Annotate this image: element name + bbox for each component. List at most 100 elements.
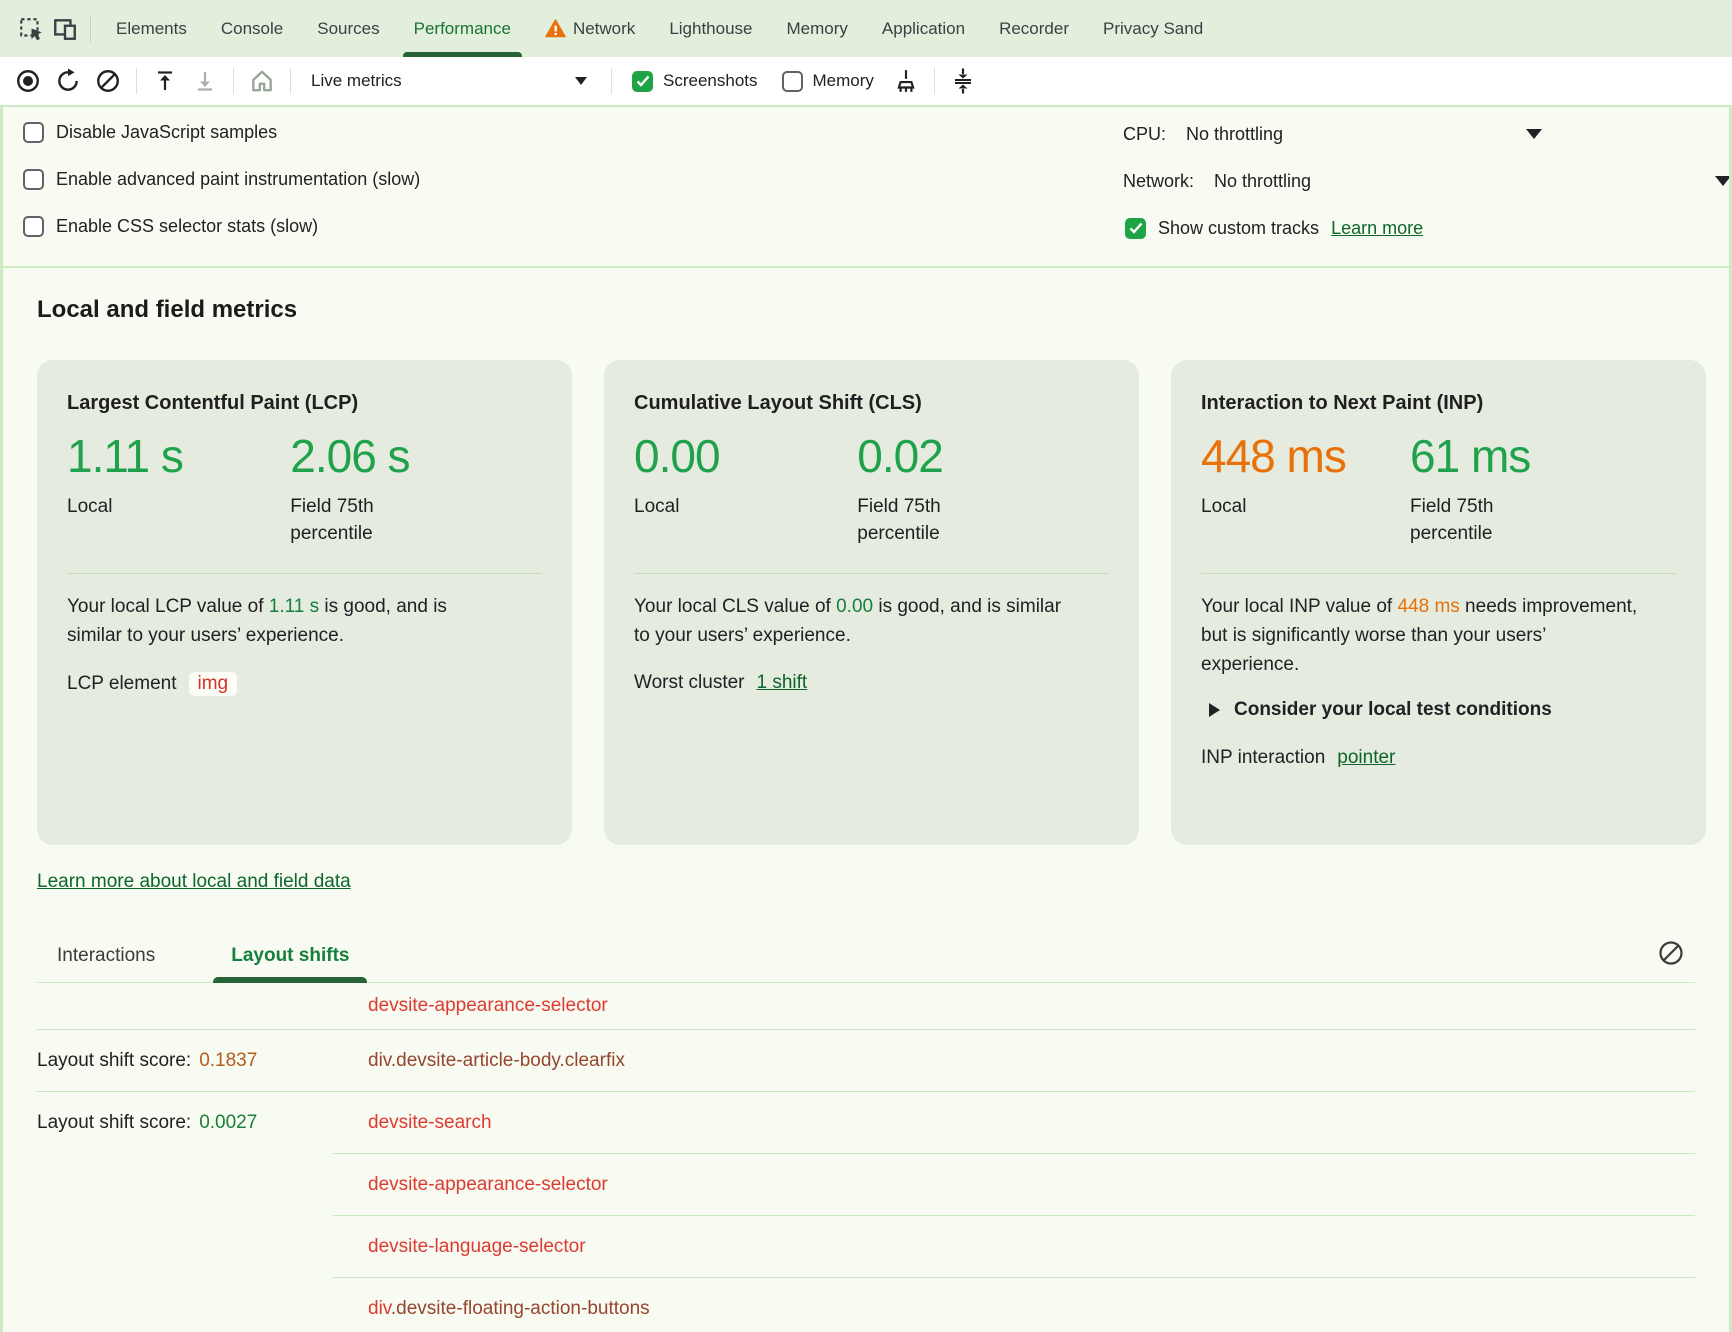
network-throttling-select[interactable]: Network: No throttling	[1123, 166, 1311, 196]
card-title: Largest Contentful Paint (LCP)	[67, 392, 359, 414]
lcp-element-chip[interactable]: img	[188, 672, 238, 696]
separator	[90, 15, 91, 42]
network-label: Network:	[1123, 170, 1195, 191]
cpu-throttling-select[interactable]: CPU: No throttling	[1123, 119, 1283, 149]
tab-performance[interactable]: Performance	[397, 0, 528, 57]
cpu-label: CPU:	[1123, 123, 1167, 144]
row-divider	[333, 1153, 1695, 1154]
tab-privacy-sandbox[interactable]: Privacy Sand	[1103, 18, 1204, 38]
inp-summary-value: 448 ms	[1397, 596, 1460, 617]
score-label: Layout shift score:	[37, 1049, 192, 1071]
screenshots-label: Screenshots	[663, 71, 758, 90]
reload-icon[interactable]	[50, 64, 86, 98]
download-icon[interactable]	[187, 64, 223, 98]
tab-recorder[interactable]: Recorder	[999, 18, 1069, 38]
score-label: Layout shift score:	[37, 1111, 192, 1133]
shift-element-link[interactable]: div.devsite-floating-action-buttons	[368, 1297, 650, 1319]
cls-summary-value: 0.00	[836, 596, 874, 617]
chevron-down-icon[interactable]	[1715, 176, 1729, 186]
tab-layout-shifts[interactable]: Layout shifts	[213, 937, 368, 983]
memory-label: Memory	[812, 71, 874, 90]
metric-cards: Largest Contentful Paint (LCP) 1.11 s Lo…	[37, 360, 1706, 845]
local-label: Local	[1201, 496, 1247, 517]
screenshots-checkbox[interactable]: Screenshots	[622, 70, 768, 92]
inp-interaction-link[interactable]: pointer	[1337, 747, 1396, 768]
tab-application[interactable]: Application	[881, 18, 966, 38]
disable-js-samples-checkbox[interactable]: Disable JavaScript samples	[23, 117, 1729, 147]
checkbox-unchecked-icon	[23, 215, 44, 237]
collapse-icon[interactable]	[945, 64, 981, 98]
local-test-conditions-label: Consider your local test conditions	[1234, 699, 1552, 720]
chevron-down-icon[interactable]	[1526, 129, 1542, 139]
shift-element-link[interactable]: div.devsite-article-body.clearfix	[368, 1049, 625, 1071]
checkbox-unchecked-icon	[23, 168, 44, 190]
show-custom-tracks-checkbox[interactable]: Show custom tracks Learn more	[1125, 213, 1423, 243]
learn-more-link[interactable]: Learn more	[1331, 217, 1424, 238]
separator	[611, 68, 612, 94]
local-test-conditions-disclosure[interactable]: Consider your local test conditions	[1201, 699, 1676, 721]
inp-summary: Your local INP value of 448 ms needs imp…	[1201, 596, 1638, 675]
separator	[290, 68, 291, 94]
block-icon[interactable]	[1657, 939, 1685, 967]
clear-icon[interactable]	[90, 64, 126, 98]
separator	[233, 68, 234, 94]
cpu-value: No throttling	[1186, 123, 1284, 144]
layout-shift-row: devsite-appearance-selector	[37, 1154, 1729, 1215]
tab-memory[interactable]: Memory	[786, 18, 848, 38]
log-tabbar: Interactions Layout shifts	[37, 937, 1695, 983]
shift-element-link[interactable]: devsite-search	[368, 1111, 492, 1133]
cls-summary: Your local CLS value of 0.00 is good, an…	[634, 596, 1062, 646]
worst-cluster-link[interactable]: 1 shift	[756, 672, 808, 693]
layout-shift-row: devsite-appearance-selector	[37, 983, 1729, 1029]
divider	[634, 573, 1109, 574]
advanced-paint-checkbox[interactable]: Enable advanced paint instrumentation (s…	[23, 164, 1729, 194]
tab-console[interactable]: Console	[220, 18, 284, 38]
disable-js-samples-label: Disable JavaScript samples	[56, 121, 278, 142]
memory-checkbox[interactable]: Memory	[772, 70, 884, 92]
tab-lighthouse[interactable]: Lighthouse	[669, 18, 753, 38]
shift-element-link[interactable]: devsite-appearance-selector	[368, 1173, 608, 1195]
field-label: Field 75th percentile	[857, 496, 941, 544]
tab-sources[interactable]: Sources	[317, 18, 380, 38]
metric-card-cls: Cumulative Layout Shift (CLS) 0.00 Local…	[604, 360, 1139, 845]
throttling-settings: CPU: No throttling Network: No throttlin…	[1123, 107, 1729, 266]
capture-settings-pane: Disable JavaScript samples Enable advanc…	[0, 105, 1732, 268]
advanced-paint-label: Enable advanced paint instrumentation (s…	[56, 168, 421, 189]
row-divider	[333, 1277, 1695, 1278]
triangle-right-icon	[1209, 703, 1220, 717]
css-selector-stats-checkbox[interactable]: Enable CSS selector stats (slow)	[23, 211, 1729, 241]
separator	[933, 68, 935, 94]
inp-local-value: 448 ms	[1201, 430, 1347, 482]
tab-interactions[interactable]: Interactions	[57, 945, 156, 966]
shift-element-link[interactable]: devsite-appearance-selector	[368, 995, 608, 1016]
metric-card-lcp: Largest Contentful Paint (LCP) 1.11 s Lo…	[37, 360, 572, 845]
history-select[interactable]: Live metrics	[301, 64, 601, 98]
tab-network[interactable]: Network	[528, 0, 652, 57]
checkbox-unchecked-icon	[23, 121, 44, 143]
css-selector-stats-label: Enable CSS selector stats (slow)	[56, 215, 319, 236]
cls-local-value: 0.00	[634, 430, 721, 482]
device-toolbar-icon[interactable]	[48, 12, 82, 46]
mop-icon[interactable]	[888, 64, 924, 98]
home-icon[interactable]	[244, 64, 280, 98]
local-label: Local	[634, 496, 680, 517]
cls-field-value: 0.02	[857, 430, 944, 482]
row-divider	[37, 1029, 1695, 1030]
inp-field-value: 61 ms	[1410, 430, 1531, 482]
score-value: 0.0027	[199, 1111, 258, 1133]
card-title: Interaction to Next Paint (INP)	[1201, 392, 1484, 414]
tab-elements[interactable]: Elements	[116, 18, 187, 38]
divider	[67, 573, 542, 574]
chevron-down-icon	[575, 77, 587, 85]
upload-icon[interactable]	[147, 64, 183, 98]
learn-more-field-data-link[interactable]: Learn more about local and field data	[37, 871, 351, 892]
shift-element-link[interactable]: devsite-language-selector	[368, 1235, 586, 1257]
checkbox-checked-icon	[632, 70, 653, 92]
live-metrics-view: Local and field metrics Largest Contentf…	[0, 268, 1732, 1332]
inspect-icon[interactable]	[14, 12, 48, 46]
show-custom-tracks-label: Show custom tracks	[1158, 217, 1320, 238]
row-divider	[37, 1091, 1695, 1092]
record-icon[interactable]	[10, 64, 46, 98]
checkbox-unchecked-icon	[781, 70, 803, 92]
lcp-summary: Your local LCP value of 1.11 s is good, …	[67, 596, 447, 646]
